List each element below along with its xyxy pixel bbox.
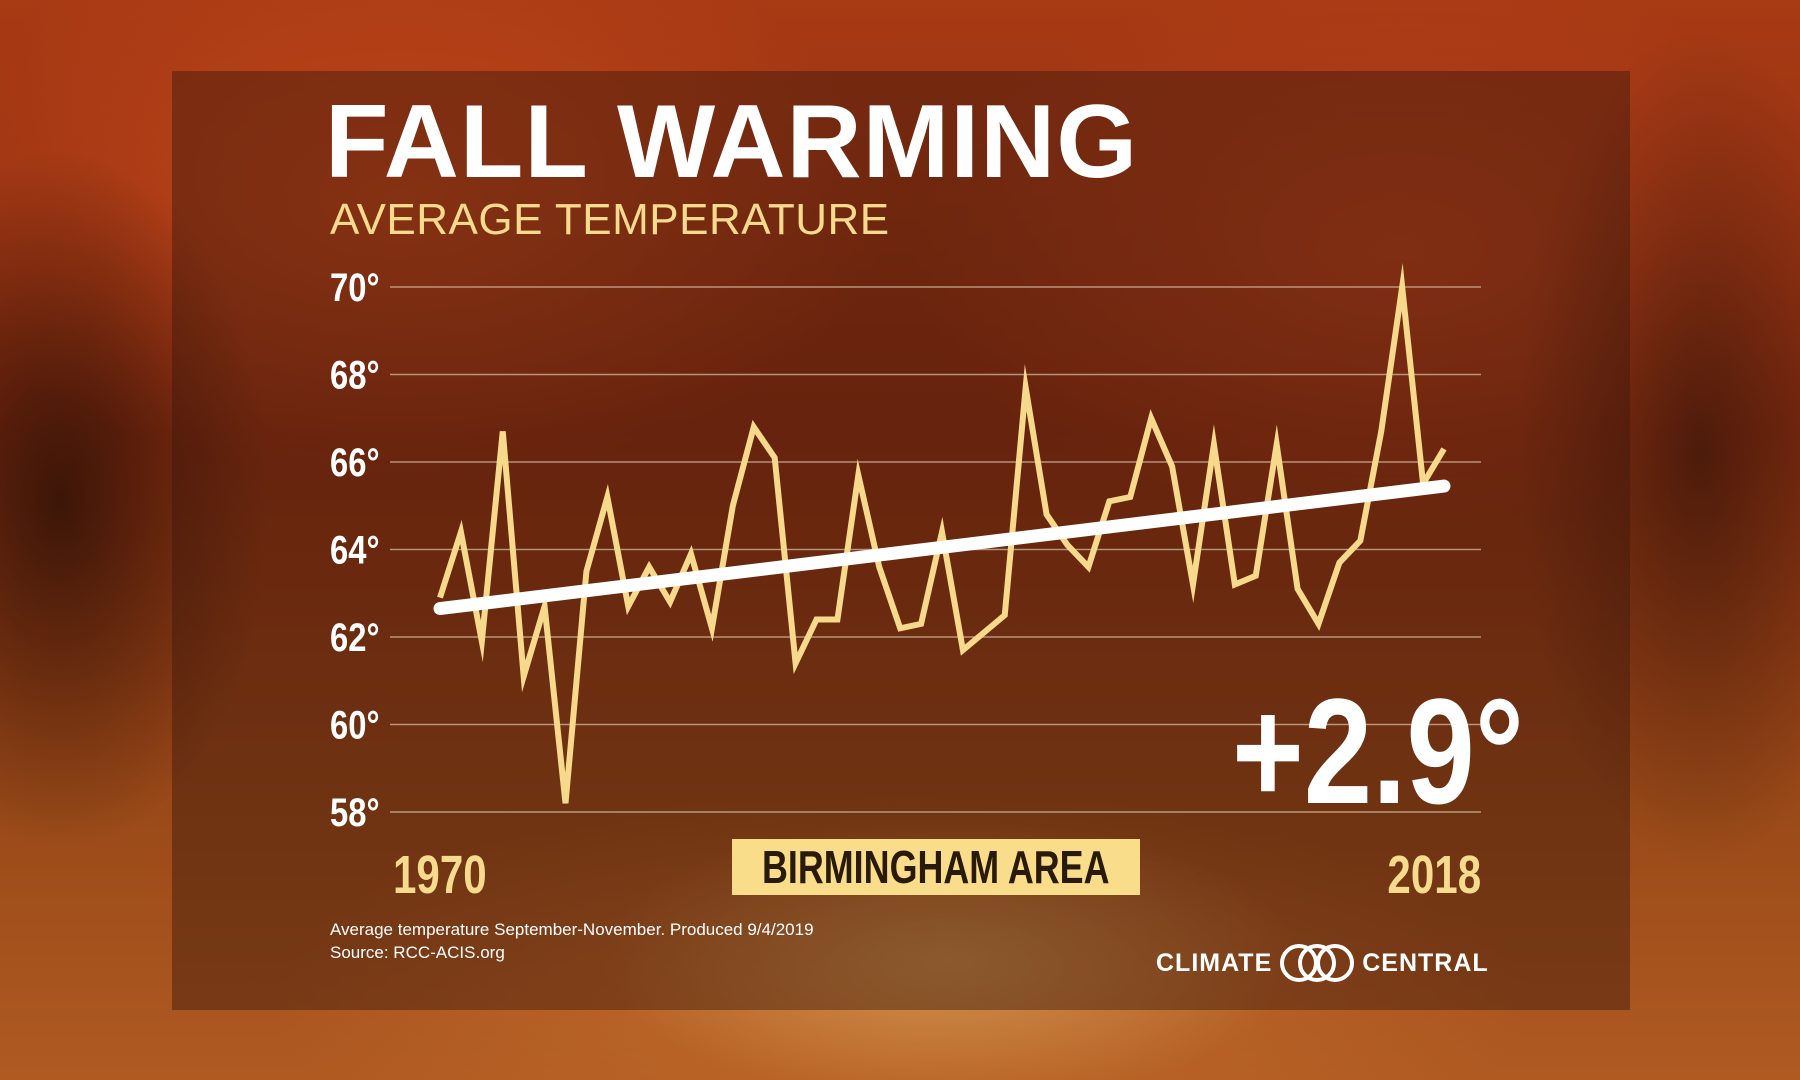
y-tick-label: 70° (330, 265, 380, 310)
trend-line (433, 479, 1451, 616)
x-end-label: 2018 (1387, 845, 1481, 905)
change-label: +2.9° (1232, 667, 1525, 835)
y-tick-label: 60° (330, 702, 380, 747)
source-note: Source: RCC-ACIS.org (330, 943, 505, 962)
logo-text-left: CLIMATE (1156, 948, 1273, 977)
location-label: BIRMINGHAM AREA (762, 841, 1110, 893)
chart-title: FALL WARMING (325, 84, 1139, 200)
y-tick-label: 62° (330, 615, 380, 660)
footnote: Average temperature September-November. … (330, 920, 814, 939)
x-start-label: 1970 (393, 845, 487, 905)
y-tick-label: 58° (330, 790, 380, 835)
rings-icon (1280, 944, 1355, 982)
y-tick-label: 68° (330, 352, 380, 397)
y-tick-label: 66° (330, 440, 380, 485)
chart-subtitle: AVERAGE TEMPERATURE (330, 195, 890, 244)
y-tick-label: 64° (330, 527, 380, 572)
location-badge: BIRMINGHAM AREA (732, 839, 1140, 895)
climate-central-logo: CLIMATE CENTRAL (1156, 944, 1489, 982)
logo-text-right: CENTRAL (1362, 948, 1489, 977)
